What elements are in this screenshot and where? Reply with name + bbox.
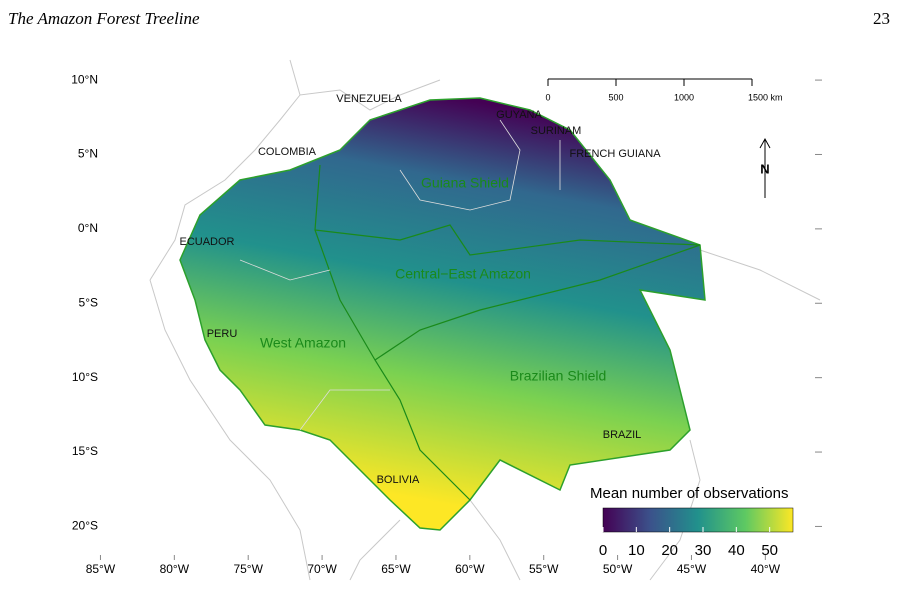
colorbar-label: 40 [728, 542, 745, 559]
country-label: GUYANA [496, 109, 542, 121]
x-tick-label: 75°W [233, 562, 263, 576]
y-tick-label: 5°N [78, 147, 98, 161]
north-arrow-head [759, 137, 771, 149]
colorbar [602, 507, 794, 533]
region-label: Guiana Shield [421, 175, 509, 191]
y-tick-label: 10°N [71, 72, 98, 86]
country-label: ECUADOR [179, 236, 234, 248]
scale-label: 500 [608, 92, 623, 102]
colorbar-label: 20 [661, 542, 678, 559]
region-label: Central−East Amazon [395, 266, 531, 282]
x-tick-label: 80°W [160, 562, 190, 576]
x-tick-label: 60°W [455, 562, 485, 576]
x-tick-label: 65°W [381, 562, 411, 576]
x-tick-label: 50°W [603, 562, 633, 576]
x-tick-label: 55°W [529, 562, 559, 576]
colorbar-label: 10 [628, 542, 645, 559]
scale-label: 0 [545, 92, 550, 102]
legend-title: Mean number of observations [590, 485, 788, 502]
north-arrow [759, 137, 771, 198]
y-tick-label: 20°S [72, 519, 98, 533]
y-tick-label: 5°S [79, 295, 98, 309]
y-tick-label: 10°S [72, 370, 98, 384]
colorbar-label: 0 [599, 542, 607, 559]
y-tick-label: 15°S [72, 444, 98, 458]
x-tick-label: 70°W [307, 562, 337, 576]
colorbar-label: 50 [761, 542, 778, 559]
internal-borders [239, 119, 561, 431]
region-label: West Amazon [260, 335, 346, 351]
region-label: Brazilian Shield [510, 368, 607, 384]
labels: VENEZUELA GUYANA SURINAM FRENCH GUIANA COLOM… [179, 93, 769, 486]
scale-label: 1000 [674, 92, 694, 102]
colorbar-label: 30 [695, 542, 712, 559]
page-number: 23 [873, 9, 890, 28]
axes: 85°W 80°W 75°W 70°W 65°W 60°W 55°W 50°W 45°W 40°W… [71, 72, 822, 576]
running-title: The Amazon Forest Treeline [8, 9, 200, 28]
country-label: SURINAM [531, 125, 582, 137]
country-label: FRENCH GUIANA [569, 148, 661, 160]
y-tick-label: 0°N [78, 221, 98, 235]
region-borders [314, 164, 701, 501]
country-label: BRAZIL [603, 429, 642, 441]
country-label: VENEZUELA [336, 93, 402, 105]
country-label: COLOMBIA [258, 146, 317, 158]
legend: Mean number of observations 0 10 20 30 40 50 [590, 485, 794, 559]
country-label: BOLIVIA [377, 474, 420, 486]
x-tick-label: 45°W [677, 562, 707, 576]
amazon-extent [179, 97, 706, 531]
x-tick-label: 40°W [751, 562, 781, 576]
scale-label: 1500 km [748, 92, 783, 102]
x-tick-label: 85°W [86, 562, 116, 576]
scale-bar: 0 500 1000 1500 km [545, 78, 783, 102]
country-label: PERU [207, 328, 238, 340]
